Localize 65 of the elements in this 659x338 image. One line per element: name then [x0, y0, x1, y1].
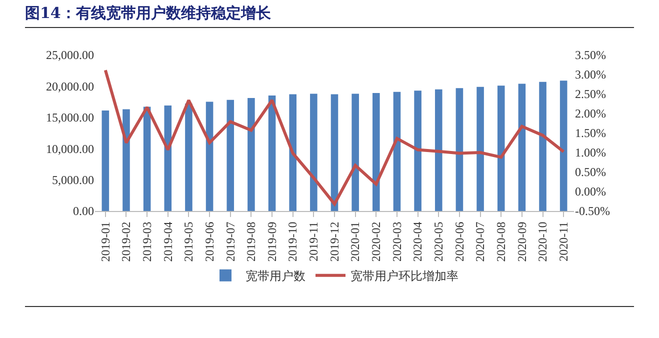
x-tick-label: 2020-05 — [432, 222, 446, 262]
x-tick-label: 2020-08 — [494, 222, 508, 262]
x-tick-label: 2020-10 — [536, 222, 550, 262]
x-tick-label: 2019-02 — [119, 222, 134, 262]
bar — [185, 104, 192, 211]
y2-tick-label: 3.00% — [575, 68, 606, 82]
bar — [268, 96, 276, 211]
y-tick-label: 25,000.00 — [46, 48, 94, 62]
bar — [434, 89, 442, 211]
bar — [560, 80, 568, 211]
y-tick-label: 0.00 — [73, 204, 94, 218]
bar — [310, 94, 318, 211]
x-tick-label: 2019-05 — [182, 222, 196, 262]
x-tick-label: 2020-03 — [390, 222, 404, 262]
legend-label: 宽带用户环比增加率 — [350, 269, 458, 284]
bar — [393, 92, 401, 211]
x-tick-label: 2019-12 — [327, 222, 342, 262]
x-tick-label: 2019-01 — [98, 222, 112, 262]
y2-tick-label: 3.50% — [575, 48, 606, 62]
bar — [102, 110, 110, 211]
bar — [497, 86, 505, 211]
bar — [518, 84, 526, 211]
x-tick-label: 2019-10 — [286, 222, 300, 262]
bar — [226, 100, 234, 211]
bar — [372, 93, 380, 211]
x-tick-label: 2020-11 — [556, 222, 570, 262]
bar — [206, 102, 214, 211]
x-tick-label: 2019-03 — [140, 222, 154, 262]
bar — [539, 82, 546, 211]
y2-tick-label: 2.50% — [575, 87, 606, 102]
y-tick-label: 5,000.00 — [52, 173, 94, 187]
x-tick-label: 2019-06 — [202, 222, 216, 262]
y-tick-label: 15,000.00 — [46, 110, 94, 125]
x-tick-label: 2019-09 — [264, 222, 279, 262]
y-tick-label: 20,000.00 — [46, 79, 94, 94]
x-tick-label: 2020-02 — [369, 222, 384, 262]
x-tick-label: 2019-08 — [244, 222, 258, 262]
y2-tick-label: 2.00% — [575, 106, 606, 121]
x-tick-label: 2020-01 — [348, 222, 362, 262]
bar — [476, 86, 484, 211]
x-tick-label: 2019-07 — [223, 222, 238, 262]
legend-label: 宽带用户数 — [246, 269, 306, 284]
x-tick-label: 2020-06 — [452, 222, 466, 262]
bar — [456, 88, 464, 211]
y2-tick-label: 0.00% — [575, 184, 606, 199]
x-tick-label: 2019-11 — [306, 222, 321, 262]
y-tick-label: 10,000.00 — [46, 142, 94, 156]
x-tick-label: 2020-04 — [410, 222, 425, 262]
bar — [248, 98, 255, 211]
bar — [352, 94, 359, 211]
bar — [143, 106, 151, 211]
bar — [122, 109, 130, 211]
x-tick-label: 2019-04 — [160, 222, 175, 262]
y2-tick-label: 0.50% — [575, 165, 606, 180]
line-series — [104, 68, 566, 206]
x-tick-label: 2020-07 — [473, 222, 488, 262]
bar — [414, 90, 422, 211]
bar — [164, 106, 172, 211]
bar — [330, 94, 338, 211]
chart-title: 图14：有线宽带用户数维持稳定增长 — [25, 4, 271, 23]
bar — [289, 94, 296, 211]
x-tick-label: 2020-09 — [514, 222, 529, 262]
y2-tick-label: 1.50% — [575, 126, 606, 140]
y2-tick-label: 1.00% — [575, 146, 606, 160]
y2-tick-label: -0.50% — [575, 204, 610, 218]
